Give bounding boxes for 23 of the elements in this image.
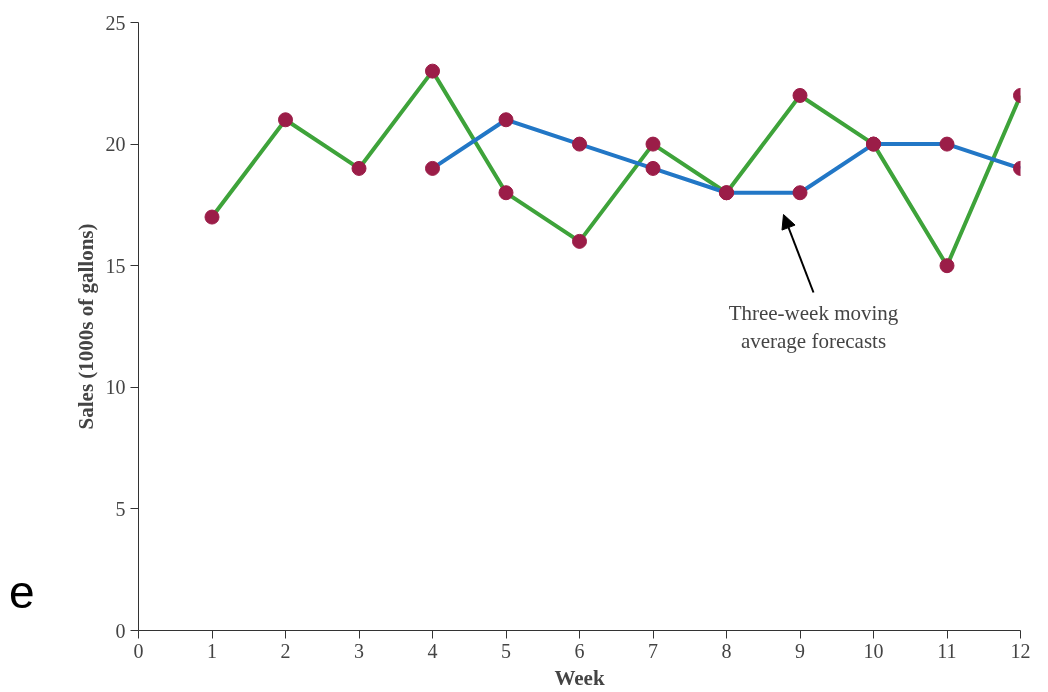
y-tick-label: 20 xyxy=(105,133,126,156)
y-tick-label: 15 xyxy=(105,254,126,277)
y-tick-label: 25 xyxy=(105,11,126,34)
x-tick-label: 3 xyxy=(354,639,364,662)
text: e xyxy=(9,565,35,620)
annotation: Three-week moving average forecasts xyxy=(728,300,899,354)
x-tick-label: 7 xyxy=(648,639,658,662)
x-tick-label: 12 xyxy=(1010,639,1031,662)
y-axis-title: Sales (1000s of gallons) xyxy=(73,223,98,430)
x-tick-label: 11 xyxy=(937,639,957,662)
x-tick-label: 4 xyxy=(427,639,438,662)
x-tick-label: 2 xyxy=(280,639,291,662)
x-tick-label: 0 xyxy=(133,639,144,662)
x-tick-label: 10 xyxy=(863,639,884,662)
x-tick-label: 9 xyxy=(795,639,805,662)
x-tick-label: 5 xyxy=(501,639,511,662)
x-tick-label: 6 xyxy=(574,639,585,662)
x-tick-label: 8 xyxy=(721,639,732,662)
x-tick-label: 1 xyxy=(207,639,217,662)
x-axis-title: Week xyxy=(554,665,605,690)
y-tick-label: 10 xyxy=(105,376,126,399)
y-tick-label: 5 xyxy=(115,497,126,520)
y-tick-label: 0 xyxy=(115,619,126,642)
